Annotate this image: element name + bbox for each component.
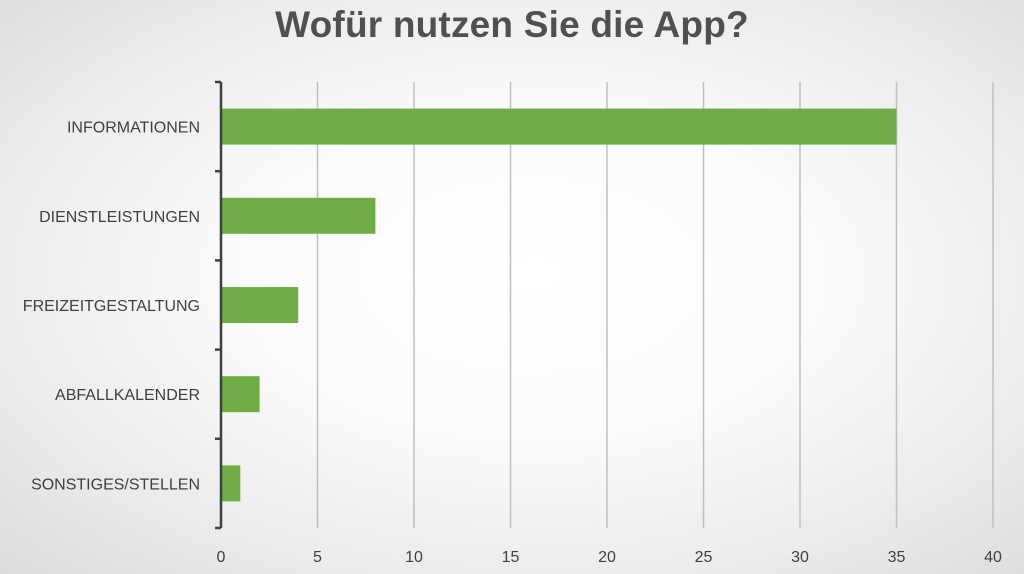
category-label: INFORMATIONEN [67,120,200,137]
x-tick-label: 5 [313,549,322,566]
chart-title: Wofür nutzen Sie die App? [275,4,749,45]
bar-abfallkalender [221,376,260,413]
x-tick-label: 40 [984,549,1002,566]
x-tick-label: 10 [405,549,423,566]
bar-sonstiges-stellen [221,465,241,502]
x-tick-label: 25 [695,549,713,566]
x-tick-label: 30 [791,549,809,566]
x-tick-label: 20 [598,549,616,566]
category-label: ABFALLKALENDER [55,387,200,404]
category-label: DIENSTLEISTUNGEN [39,209,200,226]
x-tick-label: 0 [217,549,226,566]
bar-dienstleistungen [221,197,376,234]
bar-informationen [221,108,897,145]
category-label: FREIZEITGESTALTUNG [23,298,200,315]
category-label: SONSTIGES/STELLEN [31,476,200,493]
x-tick-label: 15 [502,549,520,566]
bar-freizeitgestaltung [221,287,299,323]
x-tick-label: 35 [888,549,906,566]
